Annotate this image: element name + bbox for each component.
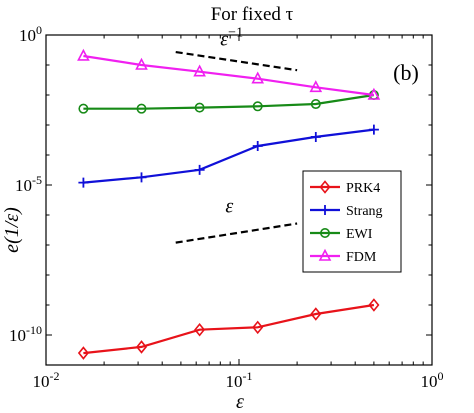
series-fdm — [77, 48, 381, 100]
data-point-fdm — [309, 80, 323, 93]
series-line-fdm — [83, 54, 375, 97]
data-point-prk4 — [310, 307, 322, 321]
series-ewi — [78, 90, 379, 114]
legend-label: Strang — [346, 204, 383, 219]
legend-swatch-marker — [320, 205, 330, 215]
y-tick-label: 100 — [19, 23, 42, 45]
legend-entry-fdm: FDM — [310, 248, 377, 265]
data-point-fdm — [77, 48, 90, 61]
y-tick-label: 10-5 — [15, 173, 42, 195]
data-point-fdm — [367, 87, 381, 100]
series-line-prk4 — [83, 303, 375, 355]
y-axis-label: e(1/ε) — [1, 207, 23, 253]
data-point-fdm — [193, 64, 206, 77]
data-point-strang — [310, 131, 321, 142]
data-series — [77, 48, 381, 360]
data-point-prk4 — [194, 322, 206, 337]
data-point-fdm — [251, 71, 265, 84]
legend-entry-ewi: EWI — [310, 227, 373, 242]
data-point-fdm — [135, 57, 148, 70]
y-axis-label-text: e(1/ε) — [1, 207, 23, 253]
axis-ticks: 10-2 10-1 100 10-10 10-5 100 — [9, 23, 444, 391]
data-point-prk4 — [252, 320, 264, 335]
slope-guide-line — [175, 222, 298, 244]
panel-label: (b) — [393, 60, 419, 85]
legend-swatch-marker — [319, 228, 330, 239]
legend: PRK4 Strang EWI FDM — [302, 170, 402, 273]
x-tick-label: 100 — [421, 369, 444, 391]
slope-label: ε — [225, 196, 233, 218]
legend-label: EWI — [346, 227, 373, 242]
series-line-strang — [83, 128, 375, 184]
data-point-strang — [368, 124, 379, 135]
data-point-ewi — [310, 99, 321, 110]
data-point-ewi — [136, 103, 147, 114]
series-strang — [78, 124, 379, 188]
legend-label: FDM — [346, 250, 377, 265]
data-point-strang — [252, 140, 263, 151]
data-point-prk4 — [77, 346, 89, 360]
data-point-ewi — [252, 101, 263, 112]
y-tick-label: 10-10 — [9, 323, 42, 345]
data-point-strang — [194, 164, 205, 175]
legend-label: PRK4 — [346, 181, 380, 196]
slope-guide-line — [175, 50, 298, 72]
data-point-ewi — [194, 102, 205, 113]
data-point-prk4 — [135, 340, 148, 354]
x-axis-label: ε — [236, 391, 244, 413]
data-point-prk4 — [368, 298, 380, 312]
legend-swatch-marker — [318, 248, 332, 261]
x-tick-label: 10-1 — [226, 369, 253, 391]
legend-swatch-marker — [319, 180, 331, 194]
slope-label: ε−1 — [220, 25, 243, 50]
x-tick-label: 10-2 — [33, 369, 60, 391]
legend-entry-strang: Strang — [310, 204, 383, 219]
data-point-ewi — [78, 103, 89, 114]
series-prk4 — [77, 298, 380, 360]
series-line-ewi — [83, 93, 375, 110]
slope-annotations: ε−1 ε — [175, 25, 298, 244]
data-point-strang — [78, 177, 89, 188]
chart-title: For fixed τ — [211, 4, 294, 25]
legend-entry-prk4: PRK4 — [310, 180, 380, 196]
data-point-strang — [136, 172, 147, 183]
